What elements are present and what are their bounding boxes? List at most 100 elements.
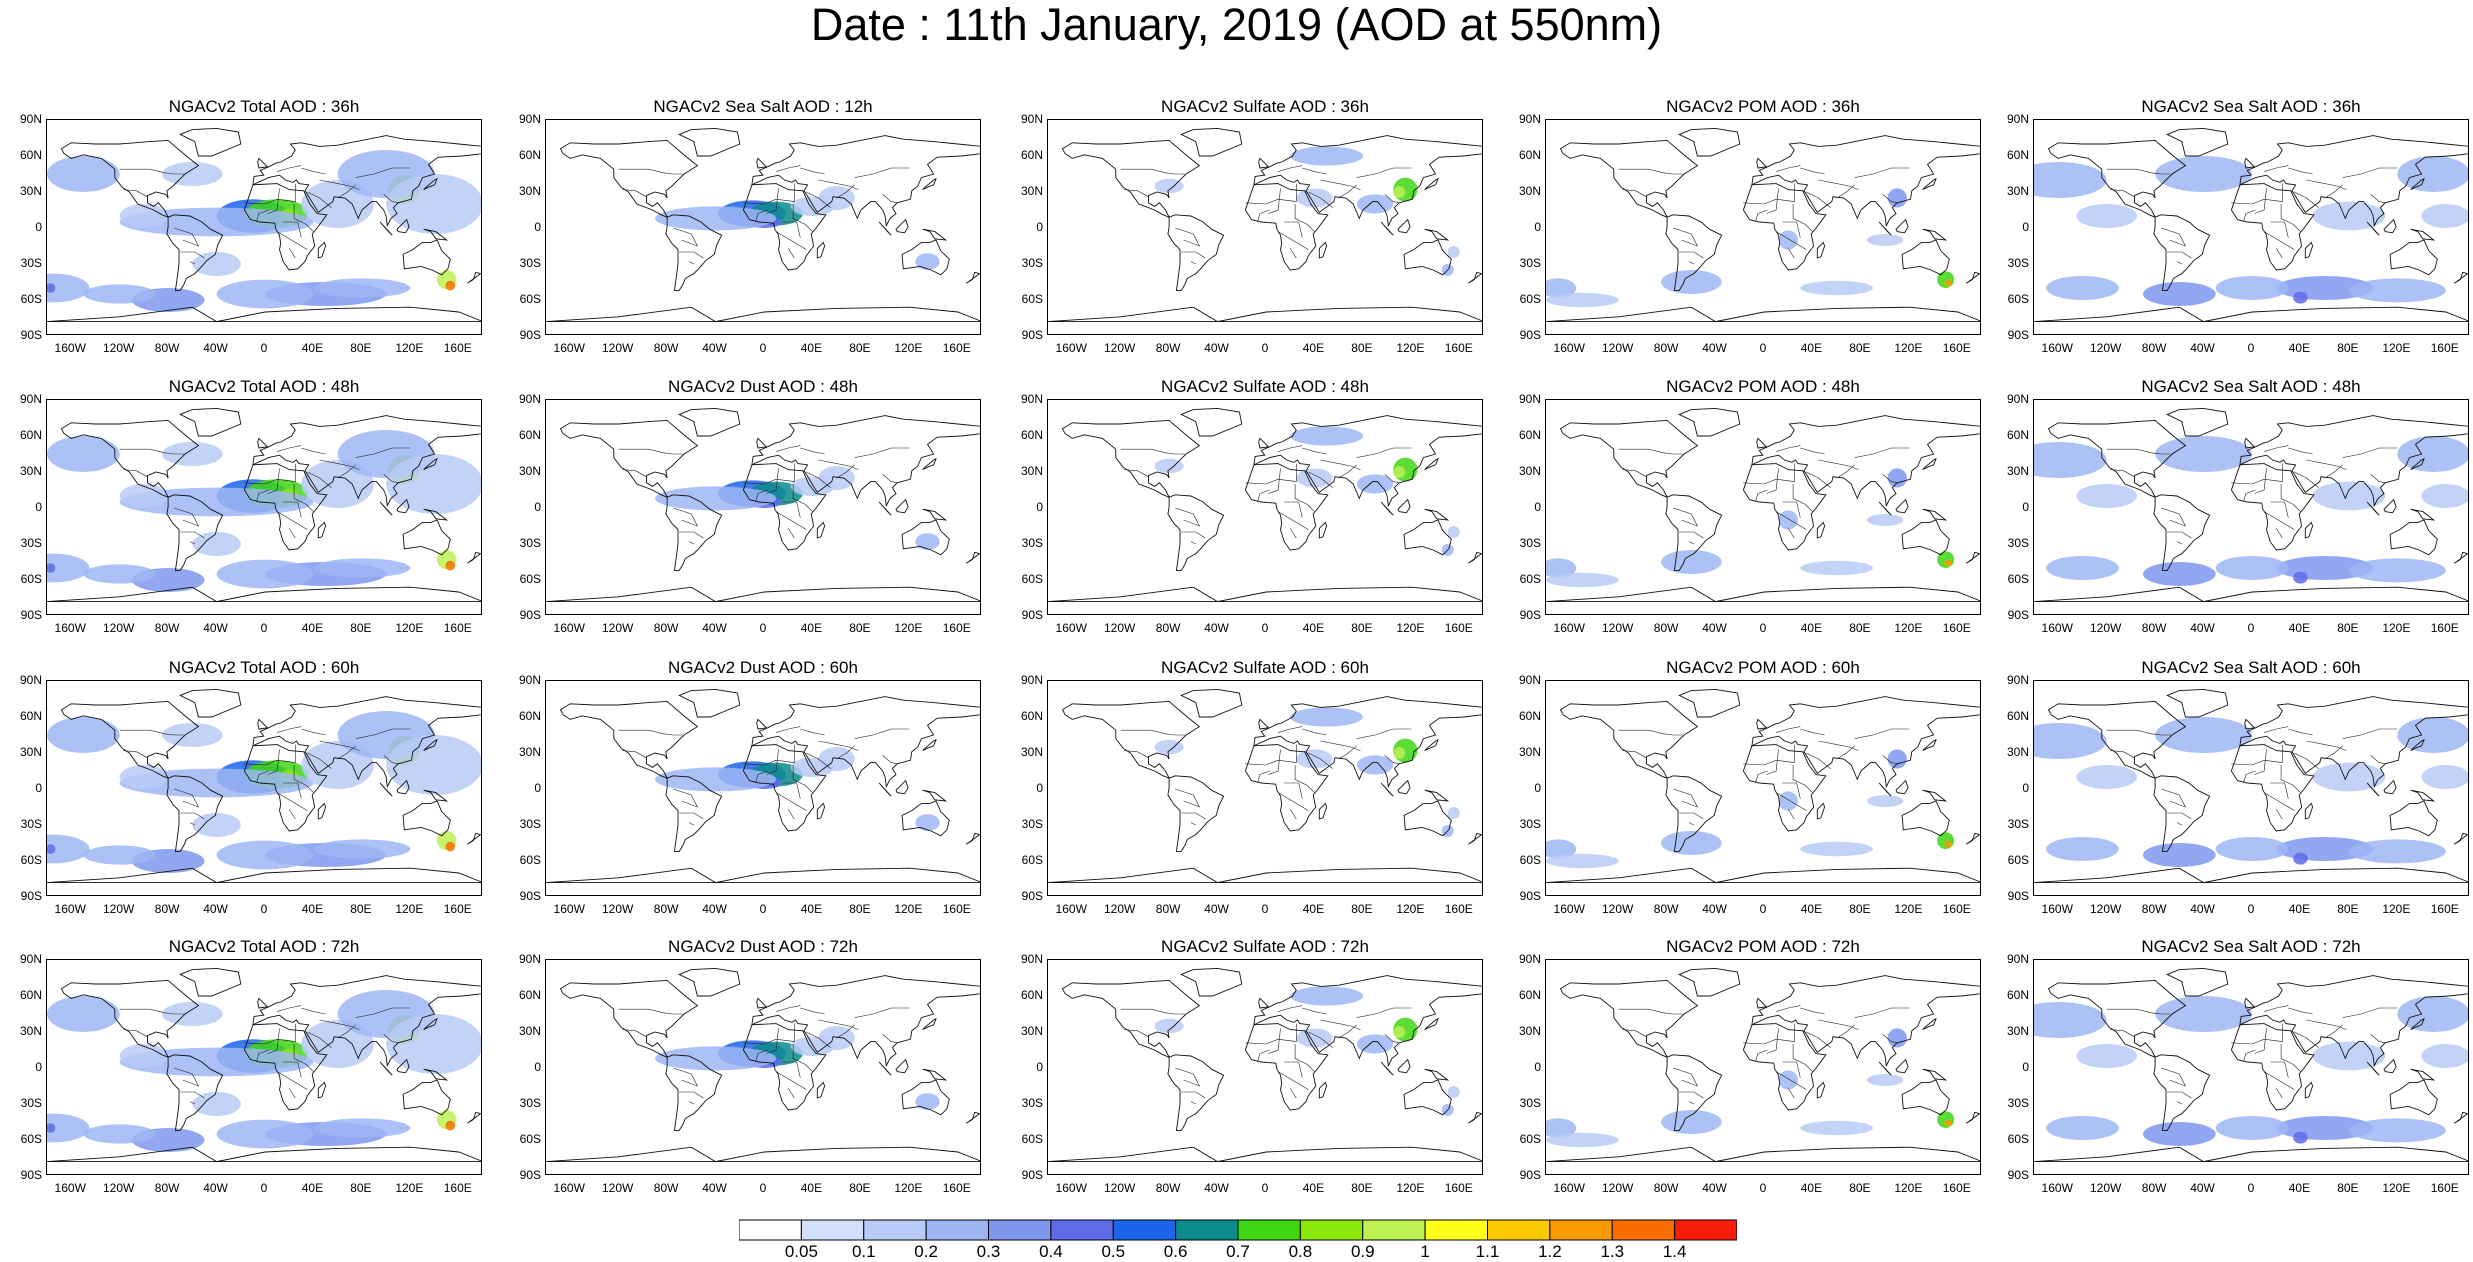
coastline: [546, 586, 980, 603]
lat-tick-label: 60N: [2006, 428, 2029, 442]
lat-tick-label: 60N: [518, 709, 541, 723]
coastline: [1546, 586, 1980, 603]
country-border: [1278, 726, 1303, 733]
aod-field: [162, 162, 223, 186]
country-border: [1882, 1034, 1898, 1044]
colorbar-tick-label: 0.9: [1350, 1242, 1375, 1261]
country-border: [1766, 188, 1779, 214]
lon-tick-label: 0: [1759, 902, 1767, 916]
lat-tick-label: 90N: [19, 392, 42, 406]
lon-tick-label: 40W: [2190, 1181, 2215, 1195]
aod-field: [83, 564, 156, 584]
country-border: [174, 227, 200, 247]
aod-field: [2348, 839, 2446, 864]
coastline: [1678, 967, 1741, 997]
lat-tick-label: 60N: [2006, 709, 2029, 723]
coastline: [816, 802, 826, 820]
lat-tick-label: 90S: [1021, 328, 1043, 342]
aod-field: [192, 813, 241, 837]
aod-field: [2034, 442, 2107, 478]
coastline: [166, 775, 224, 852]
country-border: [1854, 167, 1910, 178]
country-border: [792, 1044, 813, 1072]
aod-field: [313, 839, 411, 859]
coastline: [2244, 437, 2256, 449]
coastline: [379, 1061, 393, 1076]
country-border: [244, 744, 296, 766]
aod-field: [1393, 747, 1406, 759]
aod-field: [1296, 749, 1333, 769]
country-border: [806, 191, 831, 208]
lat-tick-label: 60N: [19, 428, 42, 442]
lat-tick-label: 0: [35, 1060, 42, 1074]
coastline: [1468, 832, 1482, 845]
coastline: [1922, 457, 1937, 471]
coastline: [243, 744, 328, 832]
coastline: [1258, 718, 1270, 730]
coastline: [47, 1146, 481, 1163]
country-border: [1806, 471, 1831, 488]
lat-tick-label: 90S: [2007, 889, 2029, 903]
lon-tick-label: 160E: [1444, 341, 1473, 355]
country-border: [1320, 179, 1361, 190]
aod-field: [1290, 146, 1363, 166]
lat-tick-label: 30S: [2007, 1096, 2029, 1110]
colorbar-swatch: [1237, 1219, 1301, 1241]
coastline: [2454, 1111, 2468, 1124]
lon-tick-label: 160W: [553, 621, 585, 635]
coastline: [1756, 437, 1768, 449]
lat-tick-label: 30N: [1518, 184, 1541, 198]
country-border: [2110, 1029, 2135, 1038]
coastline: [895, 218, 909, 234]
lon-tick-label: 80E: [1849, 902, 1871, 916]
lon-tick-label: 160W: [1055, 1181, 1087, 1195]
aod-field: [386, 735, 481, 795]
coastline: [751, 975, 980, 1068]
country-border: [1688, 541, 1694, 545]
map-panel: NGACv2 Sea Salt AOD : 48h 90N 60N 30N 0 30S 60…: [2007, 377, 2469, 635]
country-border: [1775, 1071, 1807, 1090]
lon-tick-label: 80E: [350, 341, 372, 355]
panel-title: NGACv2 Total AOD : 60h: [168, 658, 360, 677]
map-panel: NGACv2 Sea Salt AOD : 36h 90N 60N 30N 0 30S 60…: [2007, 97, 2469, 355]
coastline: [1397, 498, 1411, 514]
aod-field: [1296, 1028, 1333, 1048]
colorbar-tick-label: 1.2: [1538, 1242, 1562, 1261]
coastline: [1559, 700, 1699, 780]
country-border: [1384, 194, 1400, 204]
country-border: [2231, 183, 2283, 205]
country-border: [2254, 468, 2267, 494]
country-border: [307, 471, 332, 488]
aod-field: [2155, 717, 2252, 753]
coastline: [2454, 551, 2468, 564]
coastline: [1546, 1146, 1980, 1163]
lon-tick-label: 160E: [443, 341, 472, 355]
aod-field: [47, 436, 120, 472]
aod-field: [192, 532, 241, 556]
coastline: [895, 1058, 909, 1074]
coastline: [1922, 228, 1948, 241]
map-frame: [46, 959, 482, 1175]
country-border: [2342, 1007, 2398, 1018]
world-map: [2034, 967, 2468, 1163]
coastline: [1424, 508, 1450, 521]
coastline: [878, 1061, 892, 1076]
country-border: [1289, 809, 1297, 820]
coastline: [60, 419, 200, 499]
coastline: [1468, 271, 1482, 284]
lon-tick-label: 160W: [2041, 902, 2073, 916]
lon-tick-label: 0: [1261, 341, 1269, 355]
coastline: [1895, 779, 1909, 795]
colorbar-tick-label: 1.1: [1475, 1242, 1500, 1261]
lon-tick-label: 40E: [800, 341, 823, 355]
lat-tick-label: 60N: [518, 148, 541, 162]
lon-tick-label: 120E: [1894, 1181, 1923, 1195]
colorbar-swatch: [800, 1219, 865, 1241]
country-border: [1338, 464, 1357, 479]
coastline: [922, 738, 937, 752]
lat-tick-label: 30S: [1021, 256, 1043, 270]
lat-tick-label: 90S: [519, 608, 541, 622]
country-border: [792, 204, 813, 232]
country-border: [818, 179, 859, 190]
coastline: [1546, 306, 1980, 323]
